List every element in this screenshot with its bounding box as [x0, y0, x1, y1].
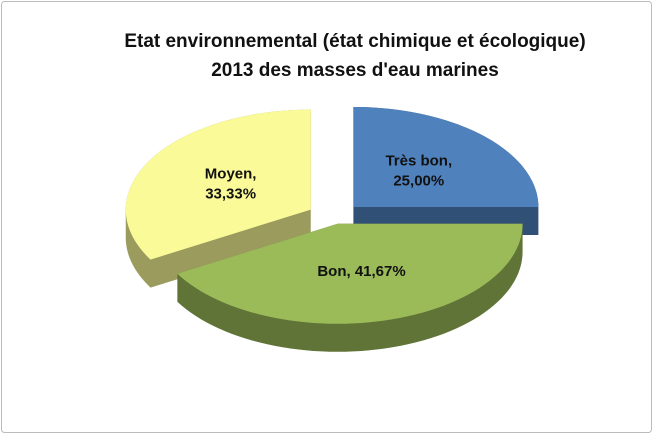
chart-title: Etat environnemental (état chimique et é… [124, 31, 585, 52]
data-label: Très bon, [385, 153, 452, 170]
slice [353, 106, 539, 207]
data-label: 33,33% [205, 186, 256, 203]
chart-title: 2013 des masses d'eau marines [211, 60, 499, 81]
data-label: 25,00% [393, 173, 444, 190]
slice [177, 223, 523, 324]
data-label: Moyen, [205, 166, 257, 183]
pie: Très bon, 25,00% Bon, 41,67% Moyen, 33,33% [125, 106, 539, 352]
data-label: Bon, 41,67% [317, 263, 405, 280]
slice [125, 109, 311, 260]
